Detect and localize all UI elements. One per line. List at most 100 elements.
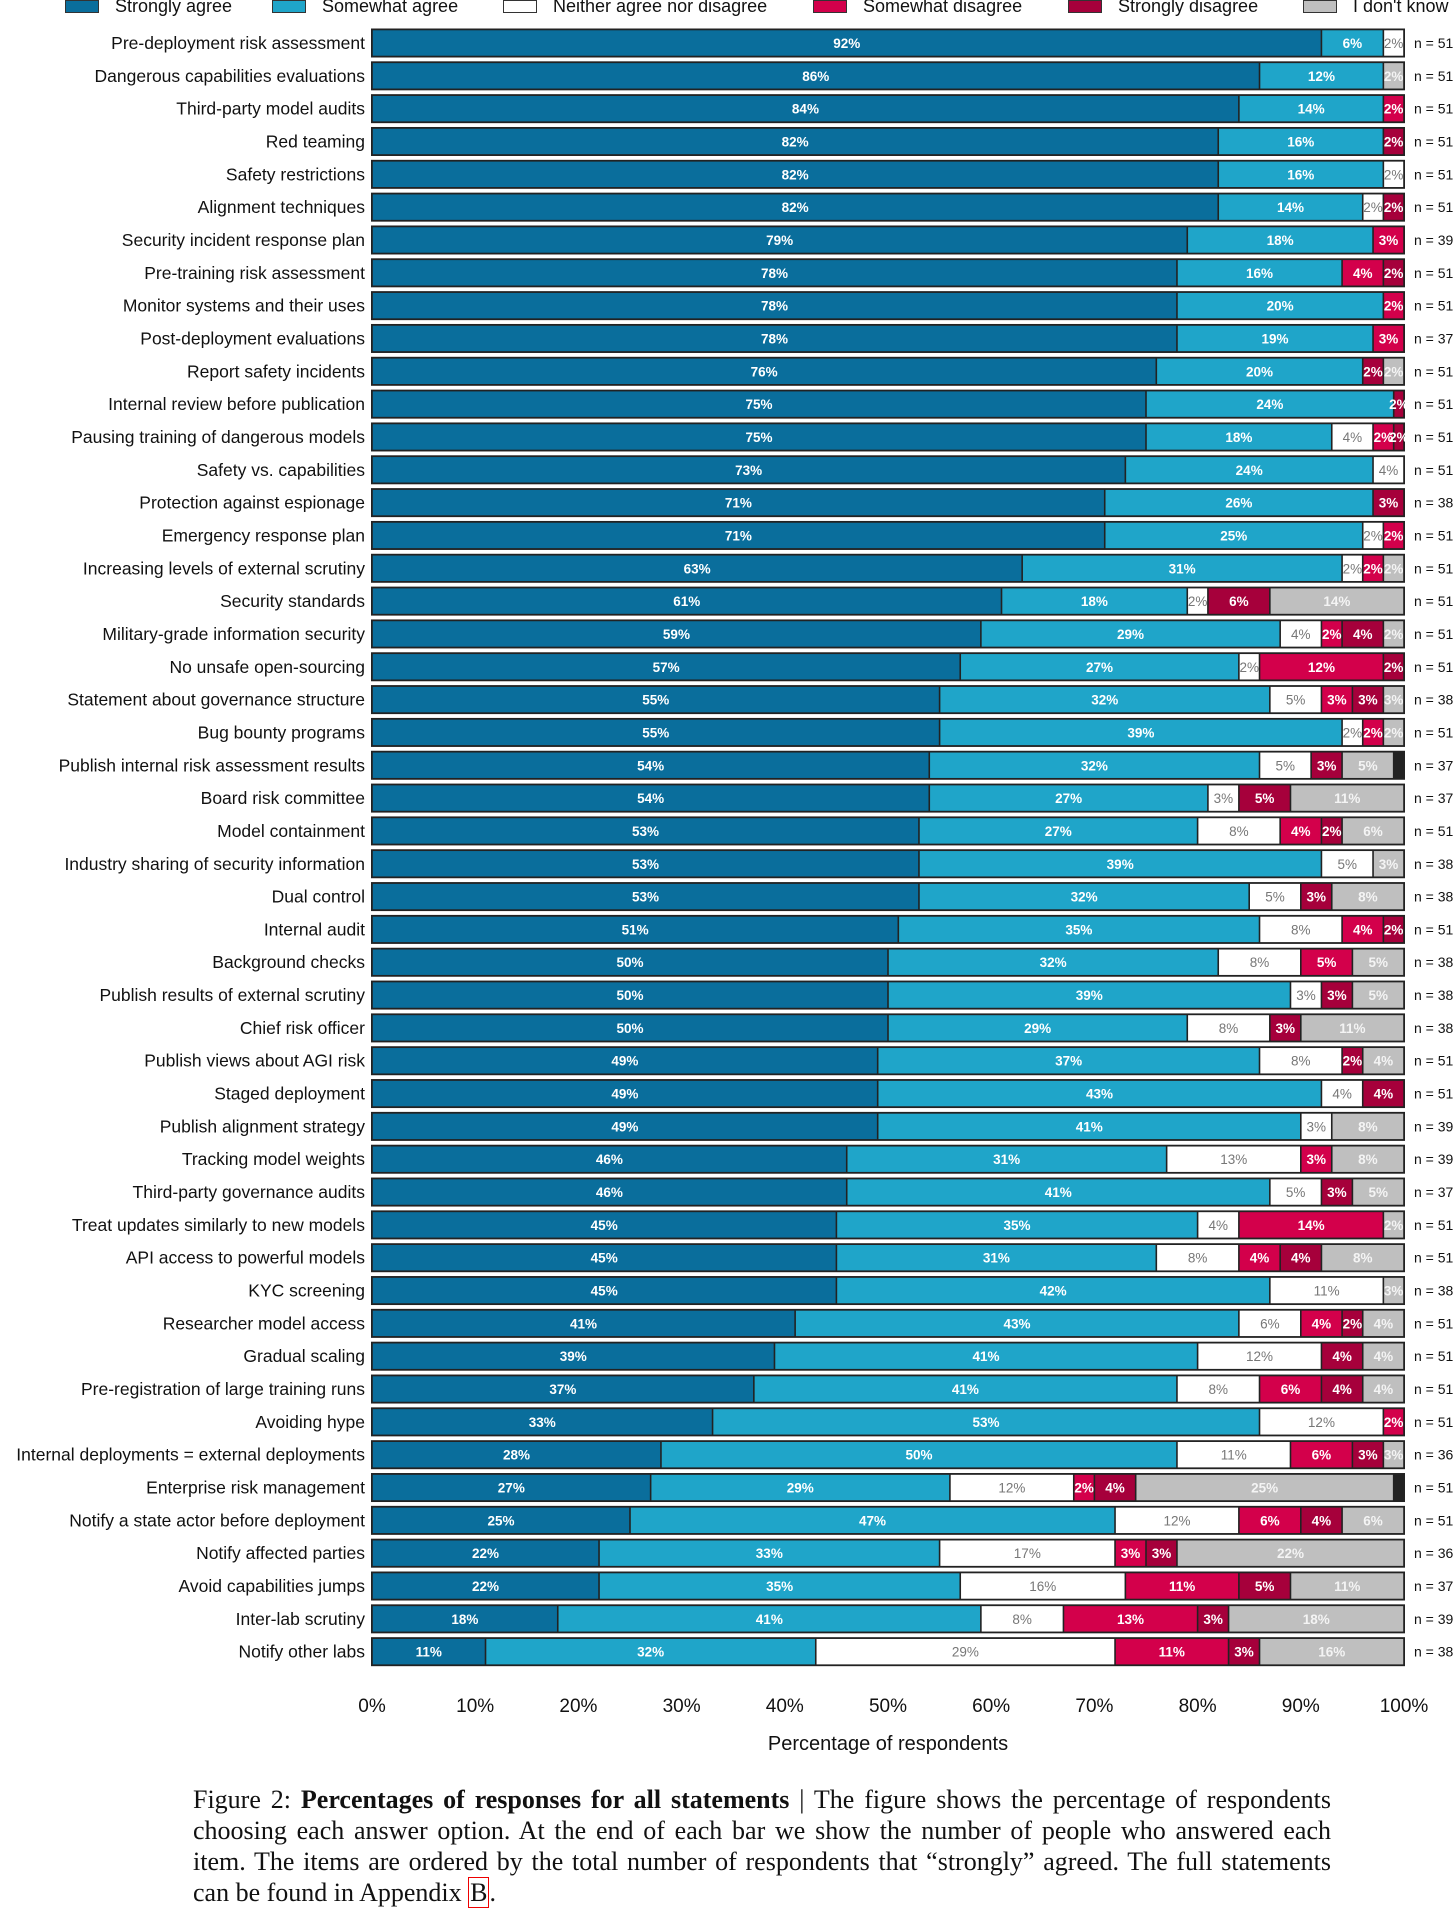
bar-segment <box>599 1540 939 1566</box>
bar-segment <box>961 1573 1125 1599</box>
n-label: n = 51 <box>1414 626 1454 642</box>
n-label: n = 38 <box>1414 889 1454 905</box>
segment-label: 5% <box>1286 693 1306 708</box>
segment-label: 11% <box>1221 1448 1247 1463</box>
bar-segment <box>372 128 1218 155</box>
bar-segment <box>1394 424 1404 450</box>
segment-label: 2% <box>1384 922 1404 937</box>
segment-label: 3% <box>1317 758 1337 773</box>
segment-label: 71% <box>725 528 752 543</box>
segment-label: 61% <box>673 594 700 609</box>
segment-label: 6% <box>1281 1382 1301 1397</box>
segment-label: 6% <box>1260 1316 1280 1331</box>
bar-segment <box>1342 818 1404 844</box>
legend-swatch <box>272 0 306 13</box>
bar-segment <box>1332 1113 1404 1140</box>
segment-label: 2% <box>1363 561 1383 576</box>
segment-label: 16% <box>1029 1579 1056 1594</box>
n-label: n = 51 <box>1414 921 1454 937</box>
n-label: n = 37 <box>1414 1578 1454 1594</box>
bar-segment <box>1353 949 1404 975</box>
segment-label: 5% <box>1276 758 1296 773</box>
segment-label: 2% <box>1384 36 1404 51</box>
bar-segment <box>1260 1638 1404 1665</box>
legend-swatch <box>503 0 537 13</box>
bar-segment <box>888 982 1290 1008</box>
bar-segment <box>795 1310 1239 1337</box>
n-label: n = 51 <box>1414 199 1454 215</box>
segment-label: 6% <box>1363 1513 1383 1528</box>
bar-segment <box>1280 1245 1321 1271</box>
segment-label: 32% <box>1081 758 1108 773</box>
segment-label: 3% <box>1379 233 1399 248</box>
segment-label: 39% <box>560 1349 587 1364</box>
segment-label: 50% <box>616 955 643 970</box>
segment-label: 11% <box>416 1645 442 1660</box>
segment-label: 2% <box>1074 1481 1094 1496</box>
segment-label: 3% <box>1307 1152 1327 1167</box>
n-label: n = 51 <box>1414 1053 1454 1069</box>
appendix-link[interactable]: B <box>468 1877 490 1908</box>
bar-segment <box>1373 227 1404 253</box>
n-label: n = 37 <box>1414 757 1454 773</box>
segment-label: 47% <box>859 1513 886 1528</box>
segment-label: 4% <box>1312 1316 1332 1331</box>
bar-segment <box>1332 424 1373 450</box>
n-label: n = 51 <box>1414 659 1454 675</box>
segment-label: 3% <box>1384 1448 1404 1463</box>
bar-segment <box>372 1015 888 1041</box>
segment-label: 2% <box>1384 725 1404 740</box>
bar-segment <box>1384 358 1404 384</box>
n-label: n = 51 <box>1414 133 1454 149</box>
legend-item: Strongly agree <box>65 0 232 17</box>
segment-label: 5% <box>1368 1185 1388 1200</box>
bar-segment <box>1270 1179 1321 1205</box>
segment-label: 49% <box>611 1119 638 1134</box>
n-label: n = 51 <box>1414 35 1454 51</box>
segment-label: 49% <box>611 1054 638 1069</box>
segment-label: 76% <box>751 364 778 379</box>
n-label: n = 51 <box>1414 1250 1454 1266</box>
n-label: n = 51 <box>1414 1217 1454 1233</box>
bar-segment <box>1384 292 1404 319</box>
segment-label: 37% <box>1055 1054 1082 1069</box>
bar-segment <box>1115 1638 1228 1665</box>
segment-label: 37% <box>549 1382 576 1397</box>
segment-label: 18% <box>1267 233 1294 248</box>
bar-segment <box>1095 1474 1135 1501</box>
bar-segment <box>372 260 1177 286</box>
bar-segment <box>1384 1277 1404 1304</box>
bar-segment <box>981 621 1280 647</box>
segment-label: 27% <box>1055 791 1082 806</box>
segment-label: 2% <box>1343 725 1363 740</box>
segment-label: 14% <box>1323 594 1350 609</box>
legend-label: Neither agree nor disagree <box>553 0 768 16</box>
bar-segment <box>1219 194 1362 220</box>
segment-label: 3% <box>1121 1546 1141 1561</box>
segment-label: 2% <box>1343 1316 1363 1331</box>
segment-label: 13% <box>1220 1152 1247 1167</box>
bar-segment <box>1363 358 1383 384</box>
bar-segment <box>1198 1343 1321 1369</box>
segment-label: 8% <box>1291 922 1311 937</box>
segment-label: 6% <box>1343 36 1363 51</box>
segment-label: 4% <box>1379 463 1399 478</box>
n-label: n = 37 <box>1414 790 1454 806</box>
segment-label: 53% <box>632 890 659 905</box>
bar-segment <box>1342 621 1383 647</box>
bar-segment <box>1188 227 1373 253</box>
bar-segment <box>847 1146 1166 1172</box>
bar-segment <box>1373 489 1404 516</box>
bar-segment <box>1322 686 1352 713</box>
row-label: Pre-training risk assessment <box>144 263 365 283</box>
segment-label: 11% <box>1339 1021 1365 1036</box>
bar-segment <box>837 1212 1197 1238</box>
segment-label: 92% <box>833 36 860 51</box>
legend-swatch <box>813 0 847 13</box>
n-label: n = 39 <box>1414 1611 1454 1627</box>
bar-segment <box>919 851 1321 877</box>
segment-label: 2% <box>1343 1054 1363 1069</box>
row-label: Third-party model audits <box>176 99 365 119</box>
bar-segment <box>1280 818 1321 844</box>
bar-segment <box>1208 785 1239 811</box>
